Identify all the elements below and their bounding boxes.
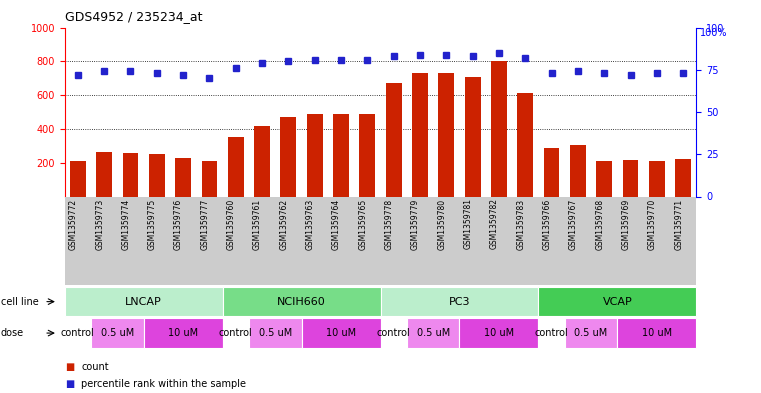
Text: GSM1359763: GSM1359763 (306, 198, 315, 250)
Text: GSM1359783: GSM1359783 (516, 198, 525, 250)
Text: NCIH660: NCIH660 (277, 297, 326, 307)
Bar (570, 145, 586, 196)
Text: 10 uM: 10 uM (642, 328, 672, 338)
Text: GSM1359782: GSM1359782 (490, 198, 499, 250)
Text: GSM1359781: GSM1359781 (463, 198, 473, 250)
Text: GSM1359776: GSM1359776 (174, 198, 183, 250)
Bar (123, 152, 139, 196)
Bar (438, 73, 454, 196)
Bar (228, 137, 244, 196)
Bar (386, 83, 402, 196)
Text: control: control (377, 328, 410, 338)
Text: LNCAP: LNCAP (126, 297, 162, 307)
Bar (359, 114, 375, 196)
Bar (333, 114, 349, 196)
Bar (281, 117, 296, 196)
Text: GSM1359779: GSM1359779 (411, 198, 420, 250)
Text: 100%: 100% (700, 28, 728, 37)
Text: count: count (81, 362, 109, 373)
Bar (517, 94, 533, 196)
Text: GSM1359780: GSM1359780 (438, 198, 446, 250)
Bar (491, 61, 507, 196)
Text: PC3: PC3 (449, 297, 470, 307)
Text: dose: dose (1, 328, 24, 338)
Text: GDS4952 / 235234_at: GDS4952 / 235234_at (65, 10, 202, 23)
Text: GSM1359769: GSM1359769 (622, 198, 631, 250)
Text: GSM1359760: GSM1359760 (227, 198, 236, 250)
Text: GSM1359767: GSM1359767 (569, 198, 578, 250)
Bar (96, 152, 112, 196)
Text: 0.5 uM: 0.5 uM (100, 328, 134, 338)
Text: control: control (535, 328, 568, 338)
Bar (307, 114, 323, 196)
Text: cell line: cell line (1, 297, 39, 307)
Bar (597, 161, 612, 196)
Text: GSM1359775: GSM1359775 (148, 198, 157, 250)
Text: GSM1359764: GSM1359764 (332, 198, 341, 250)
Text: GSM1359762: GSM1359762 (279, 198, 288, 250)
Text: GSM1359778: GSM1359778 (384, 198, 393, 250)
Text: control: control (219, 328, 253, 338)
Bar (412, 73, 428, 196)
Text: GSM1359766: GSM1359766 (543, 198, 552, 250)
Text: GSM1359765: GSM1359765 (358, 198, 368, 250)
Text: 10 uM: 10 uM (484, 328, 514, 338)
Bar (254, 125, 270, 196)
Text: GSM1359772: GSM1359772 (68, 198, 78, 250)
Text: VCAP: VCAP (603, 297, 632, 307)
Text: control: control (61, 328, 94, 338)
Text: GSM1359771: GSM1359771 (674, 198, 683, 250)
Text: GSM1359777: GSM1359777 (200, 198, 209, 250)
Bar (675, 159, 691, 196)
Bar (70, 161, 86, 196)
Bar (175, 158, 191, 196)
Text: GSM1359773: GSM1359773 (95, 198, 104, 250)
Bar (149, 154, 164, 196)
Text: percentile rank within the sample: percentile rank within the sample (81, 379, 247, 389)
Text: 0.5 uM: 0.5 uM (416, 328, 450, 338)
Bar (649, 161, 665, 196)
Text: 10 uM: 10 uM (168, 328, 198, 338)
Bar (465, 77, 480, 196)
Text: ■: ■ (65, 379, 74, 389)
Bar (622, 160, 638, 196)
Text: 10 uM: 10 uM (326, 328, 356, 338)
Text: 0.5 uM: 0.5 uM (259, 328, 292, 338)
Bar (543, 148, 559, 196)
Bar (202, 161, 218, 196)
Text: ■: ■ (65, 362, 74, 373)
Text: GSM1359768: GSM1359768 (595, 198, 604, 250)
Text: 0.5 uM: 0.5 uM (575, 328, 608, 338)
Text: GSM1359770: GSM1359770 (648, 198, 657, 250)
Text: GSM1359774: GSM1359774 (122, 198, 130, 250)
Text: GSM1359761: GSM1359761 (253, 198, 262, 250)
